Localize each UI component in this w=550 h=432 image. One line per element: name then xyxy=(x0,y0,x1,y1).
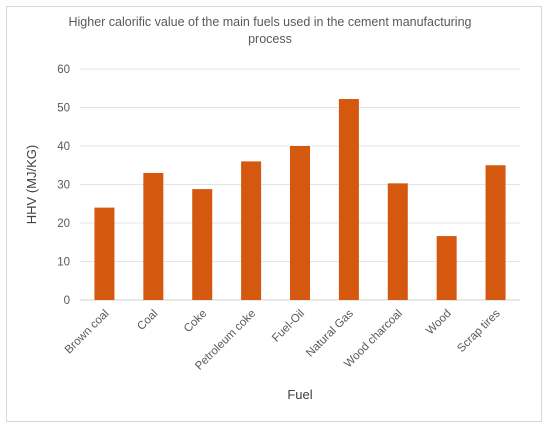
bar xyxy=(94,207,115,300)
x-axis-title: Fuel xyxy=(287,387,312,402)
y-tick-label: 30 xyxy=(57,180,70,192)
y-axis-ticks: 0 10 20 30 40 50 60 xyxy=(57,64,70,307)
x-tick-label: Natural Gas xyxy=(304,307,356,359)
y-tick-label: 50 xyxy=(57,103,70,115)
bar xyxy=(338,99,359,300)
y-tick-label: 10 xyxy=(57,257,70,269)
x-tick-label: Coal xyxy=(135,308,160,333)
x-tick-label: Wood xyxy=(424,308,454,338)
bar xyxy=(485,165,506,300)
y-tick-label: 20 xyxy=(57,218,70,230)
y-axis-title: HHV (MJ/KG) xyxy=(24,145,39,224)
bar xyxy=(387,183,408,300)
bar xyxy=(192,189,213,300)
x-tick-label: Coke xyxy=(182,308,209,335)
bars xyxy=(94,99,506,300)
x-tick-label: Brown coal xyxy=(63,308,112,357)
chart-title: Higher calorific value of the main fuels… xyxy=(68,15,472,46)
bar xyxy=(143,172,164,300)
bar xyxy=(290,146,310,300)
y-tick-label: 40 xyxy=(57,141,70,153)
y-tick-label: 60 xyxy=(57,64,70,76)
y-tick-label: 0 xyxy=(64,295,70,307)
x-tick-label: Scrap tires xyxy=(455,307,503,355)
x-tick-label: Fuel-Oil xyxy=(270,308,307,345)
bar xyxy=(241,161,262,300)
bar xyxy=(436,236,457,300)
